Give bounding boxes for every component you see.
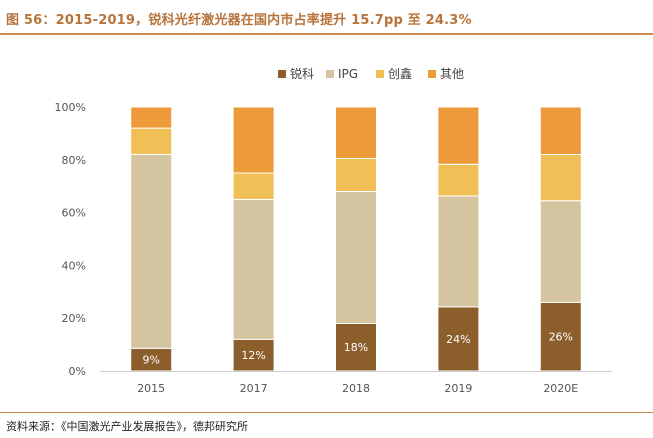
x-tick-label: 2019: [444, 382, 472, 395]
legend-label-3: 其他: [440, 67, 464, 81]
legend-label-0: 锐科: [290, 67, 314, 81]
bar-segment-其他-2015: [130, 106, 173, 129]
y-tick-label: 20%: [62, 312, 86, 325]
bar-segment-IPG-2019: [437, 195, 480, 308]
data-label: 18%: [344, 341, 368, 354]
bar-segment-创鑫-2019: [437, 163, 480, 197]
bars: 9% 12% 18% 24% 26%: [130, 106, 582, 372]
legend-swatch-0: [278, 70, 286, 78]
bar-segment-创鑫-2017: [232, 172, 275, 200]
x-tick-label: 2018: [342, 382, 370, 395]
x-tick-label: 2015: [137, 382, 165, 395]
title-divider: [0, 33, 653, 35]
footer-divider: [0, 412, 653, 413]
data-label: 12%: [241, 349, 265, 362]
bar-segment-其他-2019: [437, 106, 480, 165]
y-tick-label: 80%: [62, 154, 86, 167]
bar-segment-IPG-2017: [232, 198, 275, 340]
stacked-bar-chart: 锐科 IPG 创鑫 其他 0% 20% 40% 60% 80% 100% 9% 12% 18% 24%…: [55, 66, 612, 395]
legend-label-1: IPG: [338, 67, 358, 81]
bar-segment-IPG-2018: [335, 190, 377, 324]
bar-segment-IPG-2020E: [539, 200, 582, 303]
data-label: 9%: [142, 354, 159, 367]
legend-label-2: 创鑫: [388, 66, 412, 81]
legend: 锐科 IPG 创鑫 其他: [278, 66, 464, 81]
bar-segment-创鑫-2018: [335, 157, 377, 192]
data-label: 26%: [549, 331, 573, 344]
bar-segment-IPG-2015: [130, 154, 173, 349]
y-tick-label: 100%: [55, 101, 86, 114]
bar-segment-创鑫-2015: [130, 127, 173, 156]
bar-segment-锐科-2017: [232, 338, 275, 372]
source-note: 资料来源：《中国激光产业发展报告》，德邦研究所: [6, 420, 248, 433]
legend-swatch-2: [376, 70, 384, 78]
x-tick-label: 2020E: [543, 382, 578, 395]
x-tick-label: 2017: [240, 382, 268, 395]
y-tick-label: 40%: [62, 259, 86, 272]
bar-segment-其他-2018: [335, 106, 377, 159]
bar-segment-创鑫-2020E: [539, 154, 582, 202]
x-axis: 2015 2017 2018 2019 2020E: [100, 371, 612, 395]
bar-segment-其他-2017: [232, 106, 275, 174]
y-tick-label: 0%: [69, 365, 86, 378]
legend-swatch-1: [326, 70, 334, 78]
y-axis: 0% 20% 40% 60% 80% 100%: [55, 101, 86, 378]
y-tick-label: 60%: [62, 207, 86, 220]
bar-segment-其他-2020E: [539, 106, 582, 156]
chart-title: 图 56：2015-2019，锐科光纤激光器在国内市占率提升 15.7pp 至 …: [6, 13, 472, 28]
bar-segment-锐科-2019: [437, 306, 480, 372]
legend-swatch-3: [428, 70, 436, 78]
data-label: 24%: [446, 333, 470, 346]
